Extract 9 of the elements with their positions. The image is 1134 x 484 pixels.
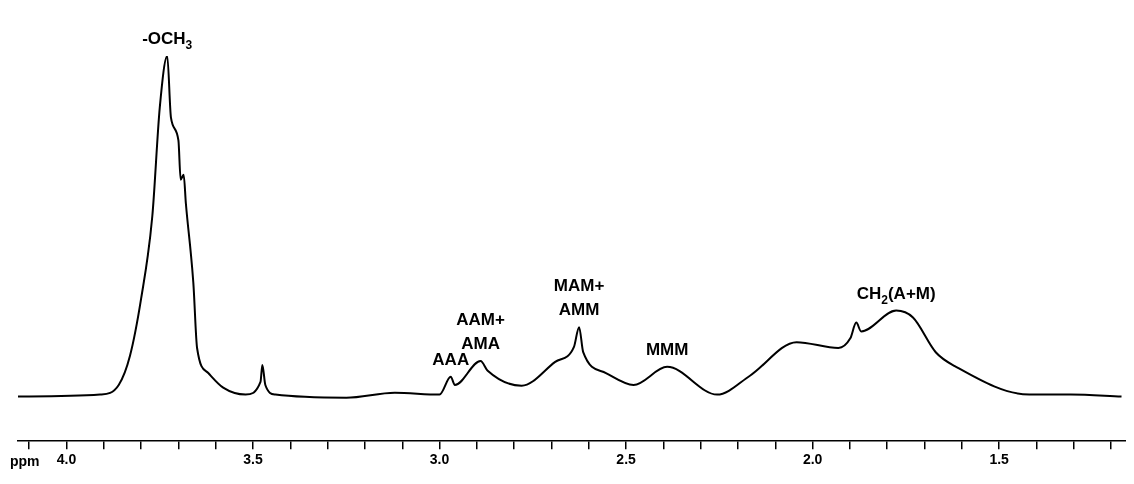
annotation: MAM+ AMM <box>553 276 605 320</box>
x-tick-label: 3.5 <box>243 451 263 468</box>
annotation: MMM <box>645 339 689 359</box>
x-tick-label: 2.0 <box>802 451 823 468</box>
text: 4.0 <box>56 451 77 468</box>
x-tick-label: 1.5 <box>989 451 1010 468</box>
x-axis-title: ppm <box>10 453 40 470</box>
x-tick-label: 2.5 <box>616 451 637 468</box>
x-tick-label: 3.0 <box>429 451 450 468</box>
